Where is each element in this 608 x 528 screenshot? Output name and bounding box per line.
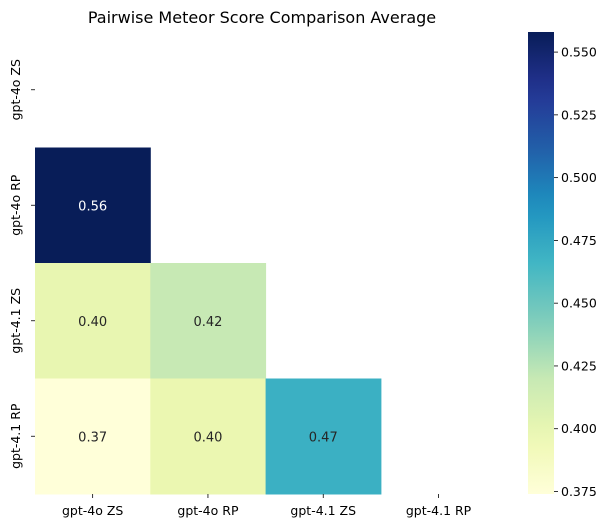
y-tick-label: gpt-4.1 RP	[8, 403, 23, 469]
heatmap-cell	[150, 378, 267, 495]
heatmap-cell	[35, 147, 151, 264]
heatmap-cell	[35, 263, 151, 379]
colorbar-tick-label: 0.525	[561, 107, 597, 122]
heatmap-cell	[35, 378, 151, 495]
cell-value-label: 0.40	[193, 430, 222, 445]
y-tick-label: gpt-4o RP	[8, 174, 23, 236]
colorbar-gradient	[528, 32, 554, 494]
colorbar-tick-label: 0.400	[561, 421, 597, 436]
cell-value-label: 0.42	[193, 315, 222, 330]
heatmap-cells: 0.56 0.40 0.42 0.37 0.40 0.47	[35, 147, 382, 495]
y-tick-label: gpt-4.1 ZS	[8, 288, 23, 354]
x-tick-label: gpt-4.1 RP	[406, 503, 472, 518]
colorbar-tick-label: 0.425	[561, 358, 597, 373]
colorbar-tick-label: 0.375	[561, 484, 597, 499]
x-tick-label: gpt-4o RP	[177, 503, 239, 518]
heatmap-cell	[265, 378, 382, 495]
cell-value-label: 0.47	[309, 430, 338, 445]
cell-value-label: 0.56	[78, 199, 107, 214]
heatmap-cell	[150, 263, 267, 379]
chart-title: Pairwise Meteor Score Comparison Average	[88, 8, 436, 27]
y-tick-label: gpt-4o ZS	[8, 59, 23, 120]
cell-value-label: 0.40	[78, 315, 107, 330]
colorbar: 0.375 0.400 0.425 0.450 0.475 0.500 0.525 0.550	[528, 32, 597, 499]
x-axis-ticks: gpt-4o ZS gpt-4o RP gpt-4.1 ZS gpt-4.1 RP	[62, 494, 472, 518]
y-axis-ticks: gpt-4o ZS gpt-4o RP gpt-4.1 ZS gpt-4.1 RP	[8, 59, 35, 469]
colorbar-tick-label: 0.500	[561, 170, 597, 185]
colorbar-tick-label: 0.475	[561, 233, 597, 248]
x-tick-label: gpt-4.1 ZS	[290, 503, 356, 518]
colorbar-tick-label: 0.450	[561, 296, 597, 311]
x-tick-label: gpt-4o ZS	[62, 503, 123, 518]
colorbar-tick-label: 0.550	[561, 45, 597, 60]
cell-value-label: 0.37	[78, 430, 107, 445]
